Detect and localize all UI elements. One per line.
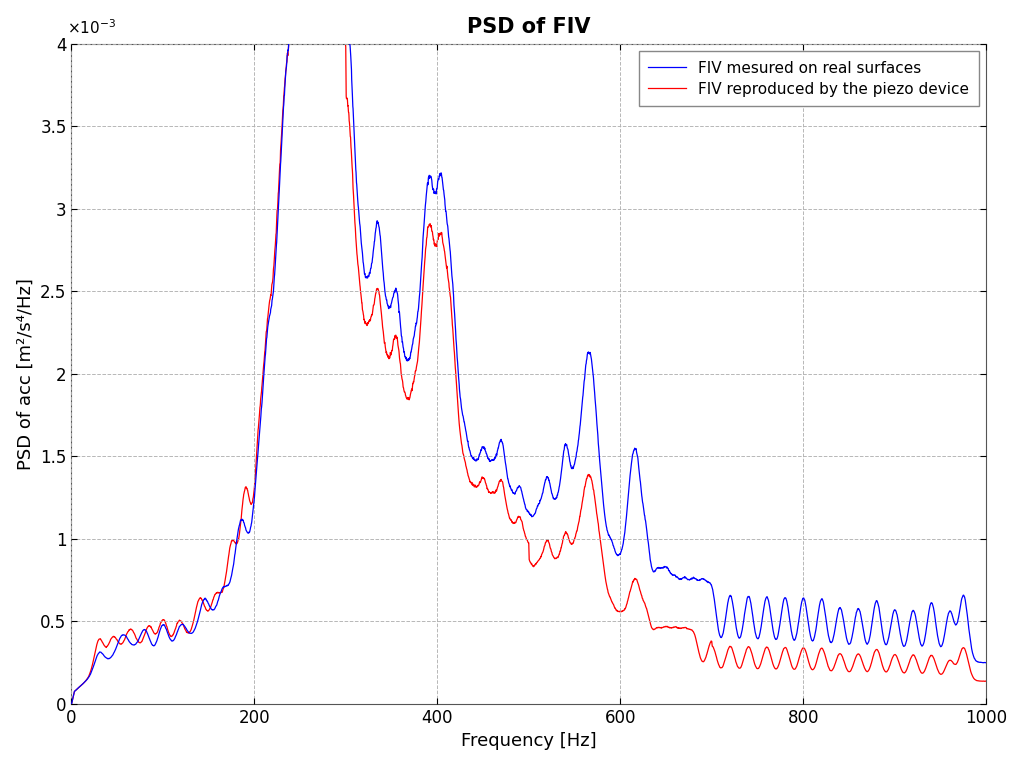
FIV mesured on real surfaces	[457, 413, 469, 422]
FIV mesured on real surfaces	[500, 465, 512, 474]
FIV mesured on real surfaces	[906, 606, 919, 615]
FIV mesured on real surfaces	[980, 658, 992, 667]
FIV reproduced by the piezo device	[730, 658, 742, 667]
FIV reproduced by the piezo device	[906, 650, 919, 660]
FIV mesured on real surfaces	[730, 623, 742, 632]
FIV reproduced by the piezo device	[980, 676, 992, 686]
FIV reproduced by the piezo device	[66, 700, 78, 709]
Legend: FIV mesured on real surfaces, FIV reproduced by the piezo device: FIV mesured on real surfaces, FIV reprod…	[639, 51, 979, 106]
FIV reproduced by the piezo device	[457, 449, 469, 459]
Text: $\times10^{-3}$: $\times10^{-3}$	[67, 18, 116, 37]
X-axis label: Frequency [Hz]: Frequency [Hz]	[461, 732, 597, 750]
Y-axis label: PSD of acc [m²/s⁴/Hz]: PSD of acc [m²/s⁴/Hz]	[16, 278, 35, 469]
Line: FIV reproduced by the piezo device: FIV reproduced by the piezo device	[72, 0, 986, 704]
FIV reproduced by the piezo device	[500, 499, 512, 509]
FIV mesured on real surfaces	[66, 700, 78, 709]
Line: FIV mesured on real surfaces: FIV mesured on real surfaces	[72, 0, 986, 704]
FIV mesured on real surfaces	[450, 334, 462, 344]
FIV reproduced by the piezo device	[450, 374, 462, 383]
Title: PSD of FIV: PSD of FIV	[467, 17, 591, 37]
FIV mesured on real surfaces	[952, 614, 965, 623]
FIV reproduced by the piezo device	[952, 655, 965, 664]
